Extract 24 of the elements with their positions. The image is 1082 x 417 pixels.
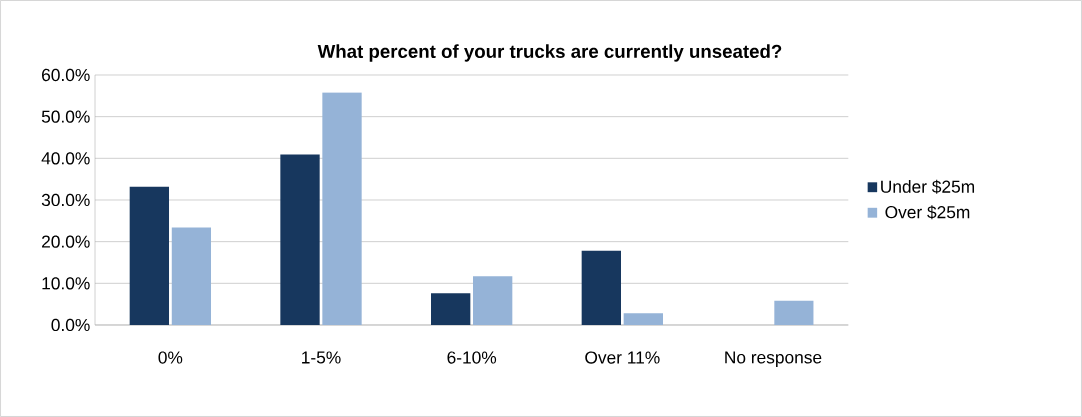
bar (322, 92, 362, 325)
y-tick-label: 10.0% (42, 277, 90, 290)
bar (129, 186, 170, 325)
y-tick-label: 60.0% (42, 68, 90, 82)
bar (431, 293, 471, 325)
y-tick-label: 30.0% (41, 193, 90, 207)
chart-title: What percent of your trucks are currently unseated? (317, 44, 782, 62)
y-tick-label: 0.0% (51, 318, 90, 332)
y-tick-label: 40.0% (41, 152, 90, 165)
bar (473, 276, 513, 325)
bar (774, 300, 814, 325)
x-tick-label: No response (725, 351, 822, 367)
x-tick-label: 1-5% (302, 351, 341, 364)
x-tick-label: Over 11% (585, 351, 660, 364)
x-tick-label: 6-10% (447, 351, 497, 364)
bar (581, 250, 621, 325)
y-tick-label: 50.0% (41, 110, 90, 123)
x-tick-label: 0% (158, 351, 183, 364)
bar (280, 154, 320, 325)
y-tick-label: 20.0% (42, 235, 90, 248)
legend-label: Over $25m (885, 205, 970, 220)
legend-label: Under $25m (881, 179, 975, 194)
bar (171, 227, 212, 325)
bar (623, 313, 663, 325)
